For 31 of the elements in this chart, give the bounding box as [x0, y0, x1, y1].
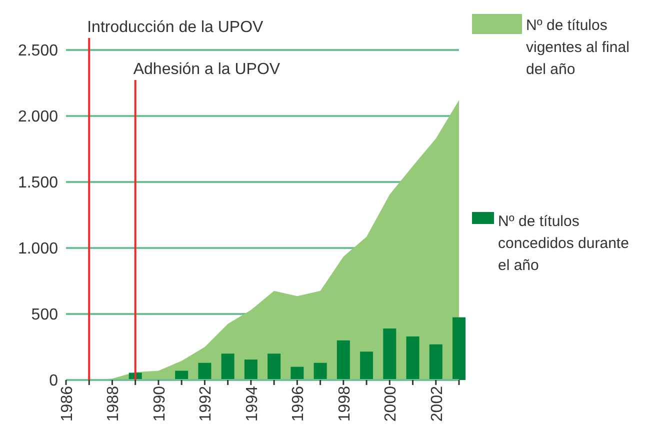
x-tick-label: 1998	[336, 386, 354, 422]
x-tick-label: 1986	[59, 386, 76, 422]
bar	[244, 360, 258, 380]
bar	[290, 366, 304, 380]
bar	[383, 328, 396, 380]
x-tick-label: 1988	[105, 386, 122, 422]
bar	[221, 354, 234, 380]
y-tick-label: 0	[49, 372, 58, 390]
x-tick-label: 1990	[151, 386, 168, 422]
bar	[268, 354, 281, 380]
y-tick-label: 500	[31, 306, 58, 324]
x-tick-label: 1994	[244, 386, 261, 422]
bar	[360, 352, 374, 380]
bar	[336, 340, 350, 380]
bar	[429, 344, 442, 380]
y-tick-label: 2.500	[18, 42, 58, 60]
x-tick-label: 2002	[428, 386, 446, 422]
x-tick-label: 1992	[198, 386, 215, 422]
bar	[406, 336, 420, 380]
legend-label: Nº de títulos concedidos durante el año	[498, 213, 629, 274]
y-tick-label: 1.500	[18, 174, 58, 192]
bar	[452, 317, 466, 380]
legend-label: Nº de títulos vigentes al final del año	[526, 17, 630, 78]
bar	[198, 362, 212, 380]
ref-line-label: Introducción de la UPOV	[87, 19, 264, 36]
y-tick-label: 1.000	[18, 240, 58, 258]
x-tick-label: 1996	[290, 386, 308, 422]
x-tick-label: 2000	[382, 386, 400, 422]
y-tick-label: 2.000	[18, 108, 58, 126]
ref-line-label: Adhesión a la UPOV	[133, 61, 280, 78]
bar	[314, 362, 327, 380]
